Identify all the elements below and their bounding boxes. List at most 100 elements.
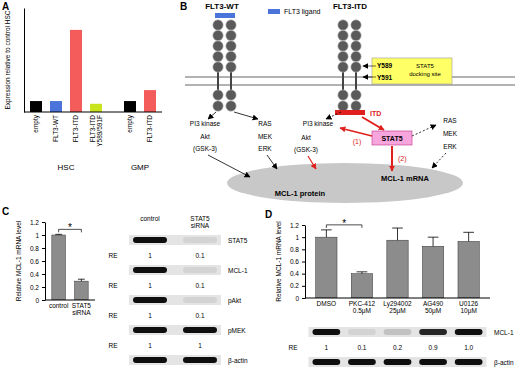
panel-label: B [180,1,187,12]
node-label: Akt [301,134,311,141]
docking-title: STAT5docking site [409,63,441,77]
bar [387,240,408,298]
blot-background [129,295,221,305]
plot-area [30,30,156,112]
tick-label: 0.2 [290,282,299,289]
band [419,359,447,365]
error-bar [463,232,474,241]
transmembrane [355,72,357,90]
tick-label: 0.6 [30,258,39,265]
tick-mark [42,248,45,249]
tick: 0.4 [290,270,305,277]
re-value: 0.1 [195,282,204,289]
node-label: PI3 kinase [190,120,221,127]
annotation: * [342,218,346,229]
arrow [391,146,393,171]
receptor-domain [338,90,348,100]
blot-background [308,357,486,367]
re-value: 1 [148,342,152,349]
transmembrane [217,72,219,90]
band [455,359,483,365]
re-value: 1 [148,252,152,259]
error-bar [78,279,85,281]
bar [351,274,372,298]
docking-site [372,58,452,84]
tick-label: PKC-4120.5μM [349,300,376,315]
receptor-domain [338,41,348,51]
title: FLT3-ITD [333,2,367,11]
blot-background [129,265,221,275]
band [312,359,340,365]
stat5-box [372,131,412,145]
tick: 0 [35,297,45,304]
receptor-domain [213,30,223,40]
node-label: MEK [258,133,273,140]
re-label: RE [108,282,118,289]
y-axis [24,9,25,113]
band [133,327,167,333]
node-label: PI3 kinase [303,120,334,127]
re-value: 0.1 [195,312,204,319]
bar [422,246,443,298]
receptor-domain [213,101,223,111]
panel-label: A [2,1,9,12]
tick-mark [42,261,45,262]
protein-label: β-actin [228,357,248,365]
title: FLT3-WT [205,2,239,11]
bar [458,241,479,298]
tick-mark [302,286,305,287]
tick: 0.6 [290,258,305,265]
tick: 0.2 [290,282,305,289]
tick-label: 1.2 [30,219,39,226]
receptor-domain [226,41,236,51]
tick-label: 0 [295,295,299,302]
receptor-domain [351,101,361,111]
receptor-domain [351,62,361,72]
node-label: Akt [200,133,210,140]
axis-title: Expression relative to control HSC [4,10,12,109]
legend-swatch [268,9,280,14]
receptor-domain [338,20,348,30]
band [133,267,167,273]
error-bar [392,228,403,240]
x-axis-line [45,300,95,301]
panel-label: D [265,209,272,220]
tick-mark [42,300,45,301]
re-value: 1 [325,344,329,351]
band [419,329,447,335]
receptor-domain [213,90,223,100]
band [312,329,340,335]
protein-label: MCL-1 [228,267,248,274]
receptor-domain [213,51,223,61]
protein-label: MCL-1 [494,329,514,336]
band [183,237,217,243]
node-label: (GSK-3) [294,146,318,154]
re-value: 0.2 [393,344,402,351]
tick-mark [302,274,305,275]
tick-label: 1 [295,234,299,241]
arrow [234,112,258,119]
y-axis: 00.20.40.60.811.2 [290,222,306,302]
error-bar [321,230,332,237]
error-bar [55,234,62,236]
re-value: 0.1 [195,252,204,259]
mcl1-compartment [227,163,463,203]
receptor-domain [226,51,236,61]
tick-mark [302,249,305,250]
receptor-domain [213,41,223,51]
tick-label: Ly29400225μM [383,300,412,315]
tick-label: 0.4 [30,271,39,278]
column-header: STAT5siRNA [190,215,210,229]
docking-label: Y591 [377,74,393,81]
y-axis: 00.20.40.60.811.2 [30,219,46,304]
protein-label: β-actin [494,359,514,367]
blot-background [129,325,221,335]
docking-label: Y589 [377,62,393,69]
x-axis-line [305,298,490,299]
panel-label: C [2,206,9,217]
x-axis-line [24,112,162,113]
tick: 1 [295,234,305,241]
node-label: MCL-1 mRNA [381,174,429,183]
tick: 1 [35,232,45,239]
tick-mark [42,274,45,275]
